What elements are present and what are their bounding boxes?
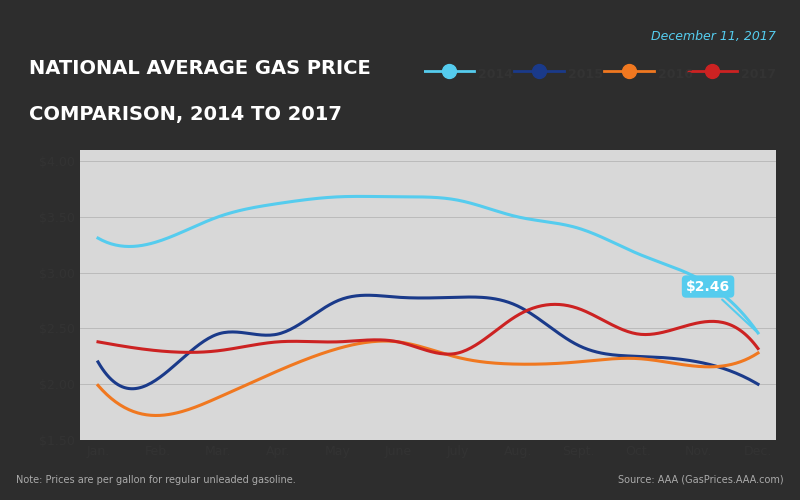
- Text: $2.46: $2.46: [686, 280, 756, 331]
- Text: 2014: 2014: [478, 68, 513, 82]
- Text: NATIONAL AVERAGE GAS PRICE: NATIONAL AVERAGE GAS PRICE: [29, 58, 370, 78]
- Text: Note: Prices are per gallon for regular unleaded gasoline.: Note: Prices are per gallon for regular …: [16, 475, 296, 485]
- Text: 2016: 2016: [658, 68, 693, 82]
- Text: Source: AAA (GasPrices.AAA.com): Source: AAA (GasPrices.AAA.com): [618, 475, 784, 485]
- Text: December 11, 2017: December 11, 2017: [651, 30, 776, 43]
- Text: 2015: 2015: [568, 68, 603, 82]
- Text: COMPARISON, 2014 TO 2017: COMPARISON, 2014 TO 2017: [29, 105, 342, 124]
- Text: 2017: 2017: [741, 68, 776, 82]
